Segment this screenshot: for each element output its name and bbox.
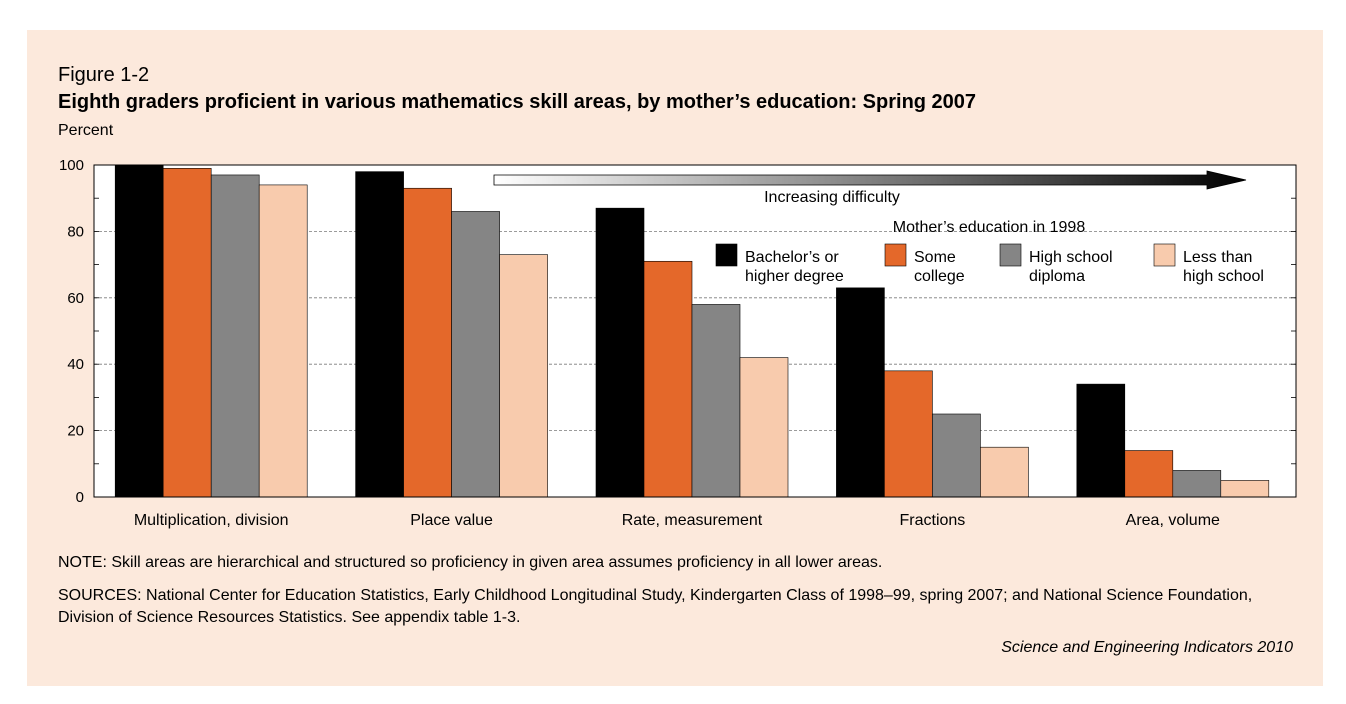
legend-label: high school: [1183, 268, 1264, 285]
legend-label: High school: [1029, 249, 1113, 266]
bar: [1220, 480, 1270, 498]
bar: [258, 184, 308, 498]
legend-label: Some: [914, 249, 956, 266]
bar: [114, 164, 164, 498]
y-tick-label: 100: [59, 157, 84, 174]
bar: [162, 168, 212, 498]
figure-label: Figure 1-2: [58, 64, 150, 86]
y-tick-label: 60: [67, 290, 84, 307]
difficulty-arrow: [493, 170, 1247, 190]
y-tick-label: 0: [76, 489, 84, 506]
bar: [980, 446, 1029, 498]
bar: [355, 171, 404, 498]
x-tick-label: Fractions: [900, 512, 966, 529]
legend-title: Mother’s education in 1998: [893, 219, 1086, 236]
x-tick-label: Multiplication, division: [134, 512, 289, 529]
x-tick-label: Area, volume: [1126, 512, 1220, 529]
y-tick-label: 20: [67, 423, 84, 440]
bar: [884, 370, 933, 498]
figure-title: Eighth graders proficient in various mat…: [58, 91, 977, 113]
bar: [691, 304, 741, 498]
bar: [1172, 470, 1222, 498]
y-axis-label: Percent: [58, 122, 114, 139]
legend-swatch: [999, 243, 1022, 267]
x-tick-label: Rate, measurement: [622, 512, 763, 529]
bar: [836, 287, 885, 498]
bar: [1076, 383, 1126, 498]
y-tick-label: 40: [67, 356, 84, 373]
legend-swatch: [715, 243, 738, 267]
figure-credit: Science and Engineering Indicators 2010: [1001, 639, 1293, 656]
legend-label: college: [914, 268, 965, 285]
bar: [451, 211, 500, 498]
bar: [595, 207, 645, 498]
legend-label: diploma: [1029, 268, 1085, 285]
bar: [210, 174, 260, 498]
legend-label: higher degree: [745, 268, 844, 285]
figure-sources: SOURCES: National Center for Education S…: [58, 587, 1253, 626]
y-tick-label: 80: [67, 223, 84, 240]
legend-label: Bachelor’s or: [745, 249, 839, 266]
difficulty-annotation: Increasing difficulty: [764, 189, 900, 206]
legend-swatch: [884, 243, 907, 267]
bar: [739, 357, 789, 498]
figure-note: NOTE: Skill areas are hierarchical and s…: [58, 554, 883, 571]
plot-frame: [93, 164, 1297, 498]
bar: [643, 260, 693, 498]
bar: [403, 187, 452, 498]
bar: [499, 254, 548, 498]
x-tick-label: Place value: [410, 512, 493, 529]
bar: [1124, 450, 1174, 498]
legend-swatch: [1153, 243, 1176, 267]
bar: [932, 413, 981, 498]
legend-label: Less than: [1183, 249, 1252, 266]
